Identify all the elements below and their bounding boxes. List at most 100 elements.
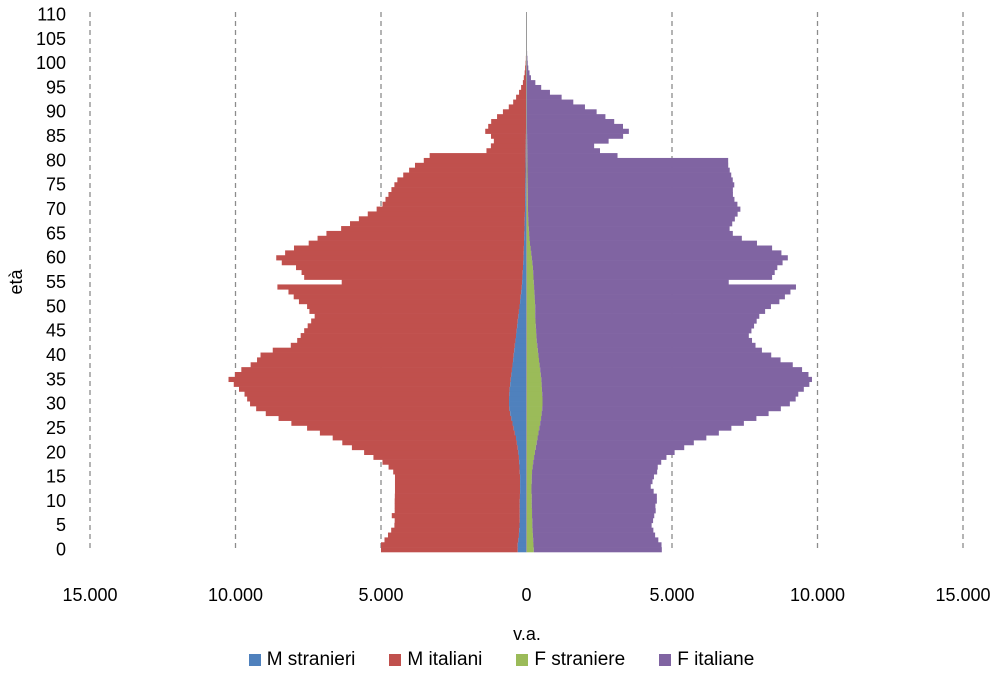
legend-swatch (248, 654, 261, 666)
y-tick-label: 20 (46, 442, 66, 462)
bar-m-stranieri (522, 279, 527, 285)
bar-m-stranieri (518, 537, 527, 543)
bar-m-italiani (373, 454, 519, 460)
bar-f-italiane (538, 352, 772, 358)
bar-f-italiane (539, 362, 793, 368)
bar-f-straniere (526, 367, 541, 373)
bar-f-straniere (526, 221, 529, 227)
y-tick-label: 65 (46, 223, 66, 243)
bar-m-stranieri (517, 542, 527, 548)
bar-m-italiani (301, 269, 523, 276)
bar-f-straniere (526, 517, 533, 524)
bar-f-straniere (526, 527, 533, 533)
bar-f-italiane (541, 381, 810, 387)
bar-f-italiane (532, 513, 655, 519)
bar-m-italiani (300, 333, 517, 339)
bar-f-italiane (532, 264, 778, 271)
bar-m-italiani (307, 303, 520, 310)
bar-m-stranieri (518, 313, 527, 319)
bar-f-straniere (526, 211, 529, 217)
bar-f-straniere (526, 547, 534, 553)
bar-f-italiane (527, 177, 733, 183)
bar-m-stranieri (513, 357, 527, 363)
bar-f-italiane (532, 527, 654, 533)
bar-f-straniere (526, 454, 535, 460)
bar-f-straniere (526, 406, 543, 412)
bar-m-stranieri (517, 444, 527, 451)
bar-f-straniere (526, 459, 534, 465)
bar-f-italiane (527, 133, 624, 139)
bar-m-stranieri (520, 474, 527, 480)
bar-m-stranieri (520, 294, 527, 300)
bar-m-stranieri (514, 347, 527, 353)
bar-m-stranieri (519, 503, 527, 509)
bar-f-italiane (541, 415, 757, 421)
bar-f-straniere (526, 294, 535, 300)
bar-f-italiane (531, 483, 651, 490)
y-tick-label: 60 (46, 248, 66, 268)
bar-m-italiani (228, 376, 511, 383)
bar-f-italiane (542, 406, 781, 412)
bar-f-straniere (526, 260, 533, 266)
bar-m-stranieri (519, 522, 527, 528)
bar-m-italiani (491, 119, 527, 125)
bar-m-stranieri (511, 367, 527, 373)
bar-f-italiane (526, 94, 562, 100)
bar-m-italiani (488, 123, 527, 130)
bar-f-straniere (526, 391, 543, 397)
bar-m-stranieri (509, 401, 527, 407)
bar-f-straniere (526, 226, 529, 232)
y-tick-label: 80 (46, 150, 66, 170)
bar-m-italiani (508, 104, 527, 110)
bar-f-italiane (532, 469, 658, 475)
bar-m-stranieri (510, 410, 527, 417)
bar-m-stranieri (511, 372, 527, 378)
legend-label: F straniere (534, 649, 626, 670)
x-tick-label: 5.000 (649, 585, 694, 605)
bar-f-italiane (531, 255, 788, 261)
bar-f-italiane (534, 454, 667, 460)
bar-m-stranieri (523, 245, 527, 251)
bar-m-italiani (394, 503, 520, 509)
bar-m-stranieri (523, 260, 527, 266)
bar-f-italiane (535, 318, 757, 324)
bar-f-straniere (526, 488, 532, 494)
bar-m-stranieri (522, 269, 527, 276)
bar-m-stranieri (520, 488, 527, 494)
bar-m-stranieri (512, 362, 527, 368)
bar-f-italiane (536, 328, 752, 334)
bar-f-straniere (526, 420, 541, 426)
bar-m-italiani (293, 245, 524, 251)
bar-f-italiane (535, 444, 685, 451)
bar-m-italiani (309, 308, 519, 314)
bar-f-italiane (526, 70, 530, 76)
bar-m-stranieri (519, 459, 527, 465)
bar-m-stranieri (516, 440, 527, 446)
legend: M stranieri M italiani F straniere F italia… (0, 648, 1003, 672)
x-tick-label: 0 (521, 585, 531, 605)
bar-m-italiani (307, 425, 514, 431)
bar-f-straniere (526, 401, 543, 407)
bar-m-italiani (311, 318, 518, 324)
bar-m-italiani (234, 372, 512, 378)
bar-f-straniere (526, 255, 532, 261)
bar-f-straniere (526, 493, 532, 499)
bar-f-straniere (526, 333, 537, 339)
bar-m-italiani (265, 410, 511, 417)
bar-m-italiani (397, 177, 526, 183)
bar-f-straniere (526, 235, 530, 241)
legend-swatch (516, 654, 529, 666)
y-tick-label: 35 (46, 369, 66, 389)
legend-item-m-stranieri: M stranieri (248, 649, 355, 671)
bar-f-straniere (526, 542, 534, 548)
bar-f-straniere (526, 469, 533, 475)
bar-f-italiane (531, 479, 653, 485)
bar-m-italiani (233, 381, 511, 387)
bar-m-stranieri (524, 211, 527, 217)
bar-f-italiane (532, 260, 783, 266)
bar-f-italiane (538, 430, 719, 436)
x-tick-labels: 15.000 10.000 5.000 0 5.000 10.000 15.000 (62, 585, 990, 605)
bar-m-italiani (519, 89, 527, 96)
bar-f-italiane (526, 123, 623, 130)
bar-f-italiane (537, 342, 756, 348)
